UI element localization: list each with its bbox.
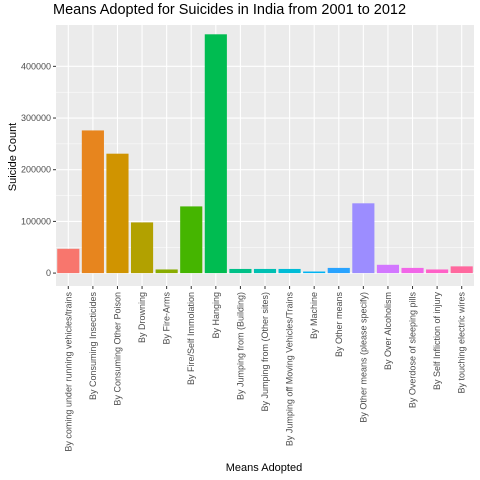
y-tick-label: 300000 (21, 113, 51, 123)
bar (426, 269, 449, 274)
x-tick-label: By Hanging (211, 292, 221, 339)
bar (352, 203, 375, 274)
x-tick-label: By Self Infliction of injury (432, 292, 442, 391)
y-axis-title: Suicide Count (7, 123, 19, 192)
x-tick-label: By Jumping from (Building) (235, 292, 245, 400)
bar (253, 268, 277, 274)
bar (81, 130, 104, 274)
x-tick-label: By Overdose of sleeping pills (408, 292, 418, 409)
bar (106, 153, 129, 274)
bar (155, 269, 178, 274)
bar (327, 267, 350, 274)
x-tick-label: By Machine (309, 292, 319, 339)
bar (57, 248, 80, 274)
bar (229, 268, 252, 274)
y-tick-label: 0 (46, 268, 51, 278)
y-tick-label: 200000 (21, 165, 51, 175)
x-tick-label: By Drowning (137, 292, 147, 343)
chart-title: Means Adopted for Suicides in India from… (53, 2, 407, 18)
bar (303, 271, 326, 274)
bar (401, 267, 424, 274)
x-tick-label: By Consuming Insecticides (88, 292, 98, 401)
y-tick-label: 400000 (21, 61, 51, 71)
bar (376, 264, 400, 274)
x-tick-label: By touching electric wires (457, 292, 467, 394)
x-tick-label: By Fire/Self Immolation (186, 292, 196, 385)
x-axis-title: Means Adopted (226, 462, 302, 474)
bar (204, 34, 227, 274)
x-tick-label: By Over Alcoholism (383, 292, 393, 370)
bar (450, 266, 473, 274)
x-tick-label: By coming under running vehicles/trains (63, 292, 73, 452)
x-tick-label: By Other means (please specify) (358, 292, 368, 423)
x-tick-label: By Consuming Other Poison (112, 292, 122, 406)
x-tick-label: By Jumping from (Other sites) (260, 292, 270, 412)
x-tick-label: By Other means (334, 292, 344, 358)
bar (180, 206, 203, 274)
x-tick-label: By Jumping off Moving Vehicles/Trains (285, 292, 295, 447)
x-tick-label: By Fire-Arms (162, 292, 172, 345)
y-tick-label: 100000 (21, 216, 51, 226)
bar (130, 222, 154, 274)
bar (278, 268, 301, 274)
